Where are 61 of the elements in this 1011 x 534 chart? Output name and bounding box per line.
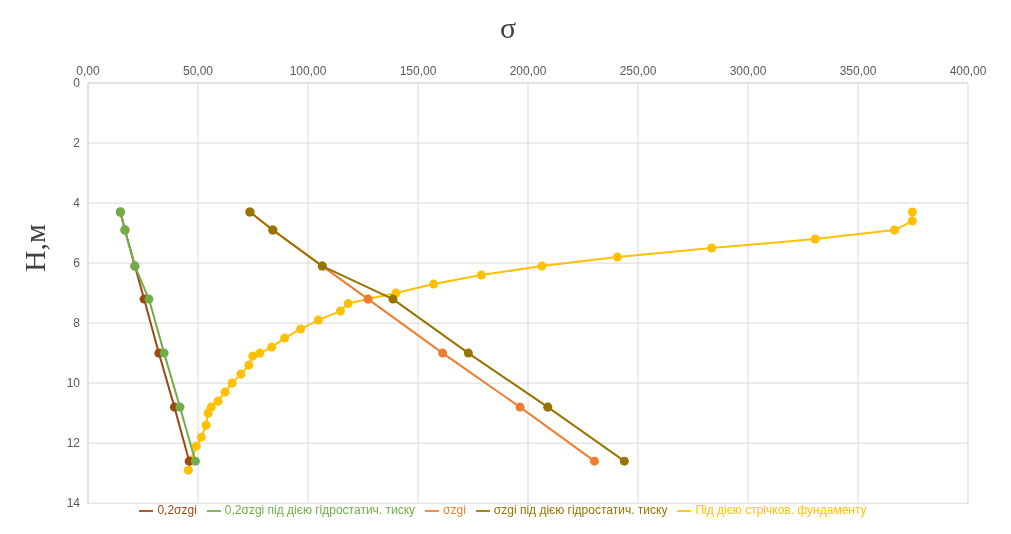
point [267, 342, 277, 352]
legend-label: Під дією стрічков. фундаменту [695, 503, 867, 518]
point [543, 402, 553, 412]
point [476, 270, 486, 280]
y-tick-label: 0 [73, 76, 81, 91]
y-tick-label: 12 [66, 436, 81, 451]
point [589, 456, 599, 466]
point [236, 369, 246, 379]
legend-label: σzgi [443, 503, 466, 518]
x-tick-label: 0,00 [76, 64, 100, 78]
point [191, 441, 201, 451]
point [429, 279, 439, 289]
y-tick-label: 8 [73, 316, 81, 331]
point [220, 387, 230, 397]
point [280, 333, 290, 343]
point [537, 261, 547, 271]
point [612, 252, 622, 262]
point [183, 465, 193, 475]
point [255, 348, 265, 358]
point [890, 225, 900, 235]
point [159, 348, 169, 358]
point [515, 402, 525, 412]
chart-title: σ [498, 10, 518, 46]
point [463, 348, 473, 358]
x-tick-label: 400,00 [949, 64, 987, 78]
x-tick-label: 50,00 [182, 64, 214, 78]
y-tick-label: 2 [73, 136, 81, 151]
point [175, 402, 185, 412]
point [313, 315, 323, 325]
point [707, 243, 717, 253]
point [196, 432, 206, 442]
x-tick-label: 350,00 [839, 64, 877, 78]
point [335, 306, 345, 316]
point [144, 294, 154, 304]
point [810, 234, 820, 244]
point [438, 348, 448, 358]
y-axis-title: Н,м [18, 222, 52, 275]
point [343, 299, 353, 309]
legend-label: 0,2σzgi [157, 503, 197, 518]
legend-label: σzgi під дією гідростатич. тиску [493, 503, 668, 518]
y-tick-label: 14 [66, 496, 81, 511]
point [227, 378, 237, 388]
point [388, 294, 398, 304]
point [296, 324, 306, 334]
point [244, 360, 254, 370]
y-tick-label: 4 [73, 196, 81, 211]
point [201, 420, 211, 430]
point [907, 216, 917, 226]
x-tick-label: 150,00 [399, 64, 437, 78]
y-tick-label: 6 [73, 256, 81, 271]
point [213, 396, 223, 406]
x-tick-label: 300,00 [729, 64, 767, 78]
y-tick-label: 10 [66, 376, 81, 391]
point [907, 207, 917, 217]
x-tick-label: 200,00 [509, 64, 547, 78]
legend-label: 0,2σzgi під дією гідростатич. тиску [224, 503, 416, 518]
x-tick-label: 100,00 [289, 64, 327, 78]
point [248, 351, 258, 361]
point [619, 456, 629, 466]
x-tick-label: 250,00 [619, 64, 657, 78]
point [203, 408, 213, 418]
